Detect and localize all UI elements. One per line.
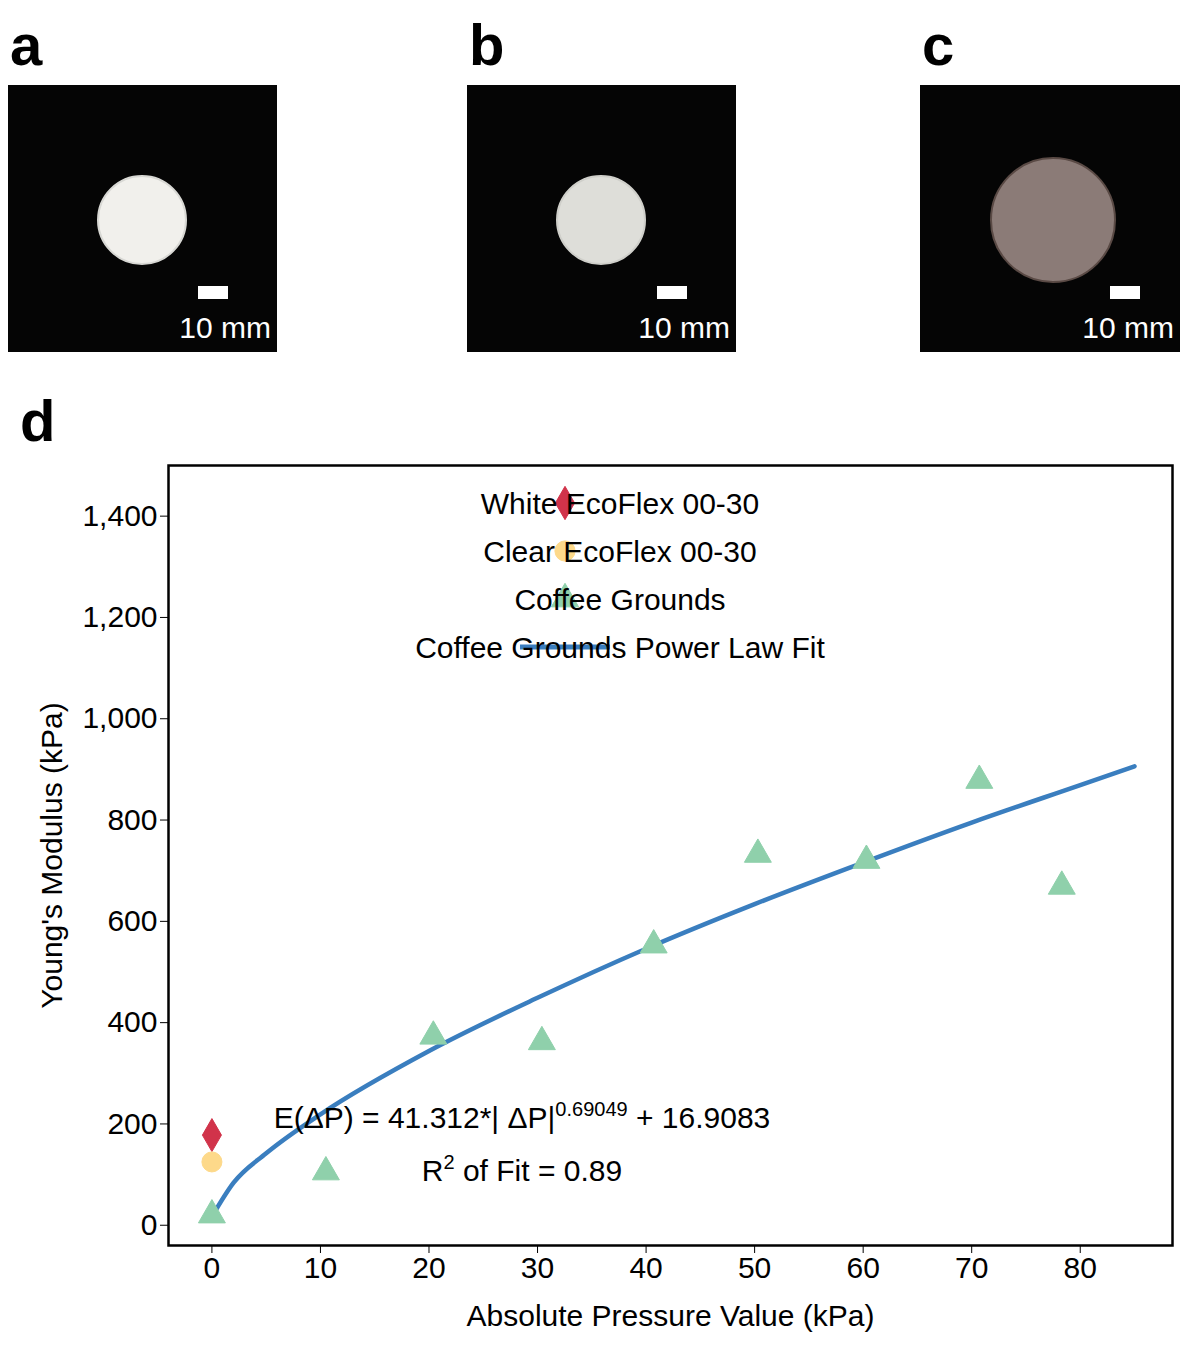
svg-text:800: 800 [107, 803, 157, 836]
svg-text:70: 70 [955, 1251, 988, 1284]
svg-text:60: 60 [846, 1251, 879, 1284]
html-text:b: b [469, 12, 505, 77]
svg-text:20: 20 [412, 1251, 445, 1284]
html-text:10 mm: 10 mm [638, 311, 730, 344]
svg-text:Young's Modulus (kPa): Young's Modulus (kPa) [35, 702, 68, 1008]
svg-text:200: 200 [107, 1107, 157, 1140]
html-text:a: a [10, 12, 43, 77]
svg-text:30: 30 [521, 1251, 554, 1284]
svg-text:1,000: 1,000 [82, 701, 157, 734]
svg-text:E(ΔP) = 41.312*| ΔP|0.69049 +: E(ΔP) = 41.312*| ΔP|0.69049 + 16.9083 [274, 1098, 771, 1134]
svg-text:400: 400 [107, 1005, 157, 1038]
html-text:d: d [20, 388, 56, 453]
html-text:10 mm: 10 mm [179, 311, 271, 344]
svg-text:Coffee Grounds Power Law Fit: Coffee Grounds Power Law Fit [415, 631, 825, 664]
svg-text:600: 600 [107, 904, 157, 937]
svg-text:1,200: 1,200 [82, 600, 157, 633]
svg-text:Coffee Grounds: Coffee Grounds [514, 583, 725, 616]
html-text:c: c [922, 12, 955, 77]
svg-text:Absolute Pressure Value (kPa): Absolute Pressure Value (kPa) [467, 1299, 875, 1332]
svg-text:White EcoFlex 00-30: White EcoFlex 00-30 [481, 487, 759, 520]
svg-text:80: 80 [1064, 1251, 1097, 1284]
svg-text:1,400: 1,400 [82, 499, 157, 532]
svg-text:40: 40 [629, 1251, 662, 1284]
svg-text:10: 10 [304, 1251, 337, 1284]
svg-text:Clear EcoFlex 00-30: Clear EcoFlex 00-30 [483, 535, 756, 568]
svg-text:0: 0 [204, 1251, 221, 1284]
svg-text:50: 50 [738, 1251, 771, 1284]
html-text:10 mm: 10 mm [1082, 311, 1174, 344]
svg-text:0: 0 [141, 1208, 158, 1241]
svg-text:R2 of Fit = 0.89: R2 of Fit = 0.89 [422, 1151, 622, 1187]
